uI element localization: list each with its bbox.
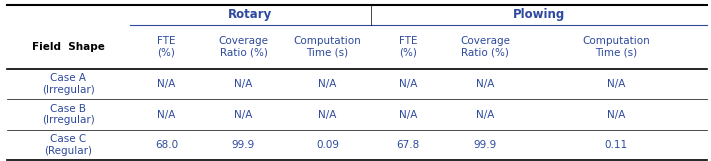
Text: N/A: N/A: [157, 79, 176, 89]
Text: N/A: N/A: [399, 109, 417, 119]
Text: Coverage
Ratio (%): Coverage Ratio (%): [460, 36, 510, 58]
Text: 68.0: 68.0: [155, 140, 178, 150]
Text: Rotary: Rotary: [228, 9, 272, 21]
Text: 0.09: 0.09: [316, 140, 339, 150]
Text: N/A: N/A: [476, 109, 494, 119]
Text: Computation
Time (s): Computation Time (s): [582, 36, 651, 58]
Text: Field  Shape: Field Shape: [32, 42, 105, 52]
Text: N/A: N/A: [399, 79, 417, 89]
Text: N/A: N/A: [476, 79, 494, 89]
Text: N/A: N/A: [235, 79, 252, 89]
Text: Case A
(Irregular): Case A (Irregular): [42, 73, 95, 95]
Text: Coverage
Ratio (%): Coverage Ratio (%): [218, 36, 269, 58]
Text: N/A: N/A: [157, 109, 176, 119]
Text: FTE
(%): FTE (%): [157, 36, 176, 58]
Text: FTE
(%): FTE (%): [399, 36, 417, 58]
Text: Plowing: Plowing: [513, 9, 565, 21]
Text: 67.8: 67.8: [397, 140, 419, 150]
Text: N/A: N/A: [319, 79, 337, 89]
Text: Case C
(Regular): Case C (Regular): [44, 134, 92, 156]
Text: 99.9: 99.9: [474, 140, 497, 150]
Text: 0.11: 0.11: [605, 140, 628, 150]
Text: N/A: N/A: [607, 109, 626, 119]
Text: Computation
Time (s): Computation Time (s): [294, 36, 361, 58]
Text: N/A: N/A: [319, 109, 337, 119]
Text: N/A: N/A: [235, 109, 252, 119]
Text: N/A: N/A: [607, 79, 626, 89]
Text: Case B
(Irregular): Case B (Irregular): [42, 104, 95, 125]
Text: 99.9: 99.9: [232, 140, 255, 150]
